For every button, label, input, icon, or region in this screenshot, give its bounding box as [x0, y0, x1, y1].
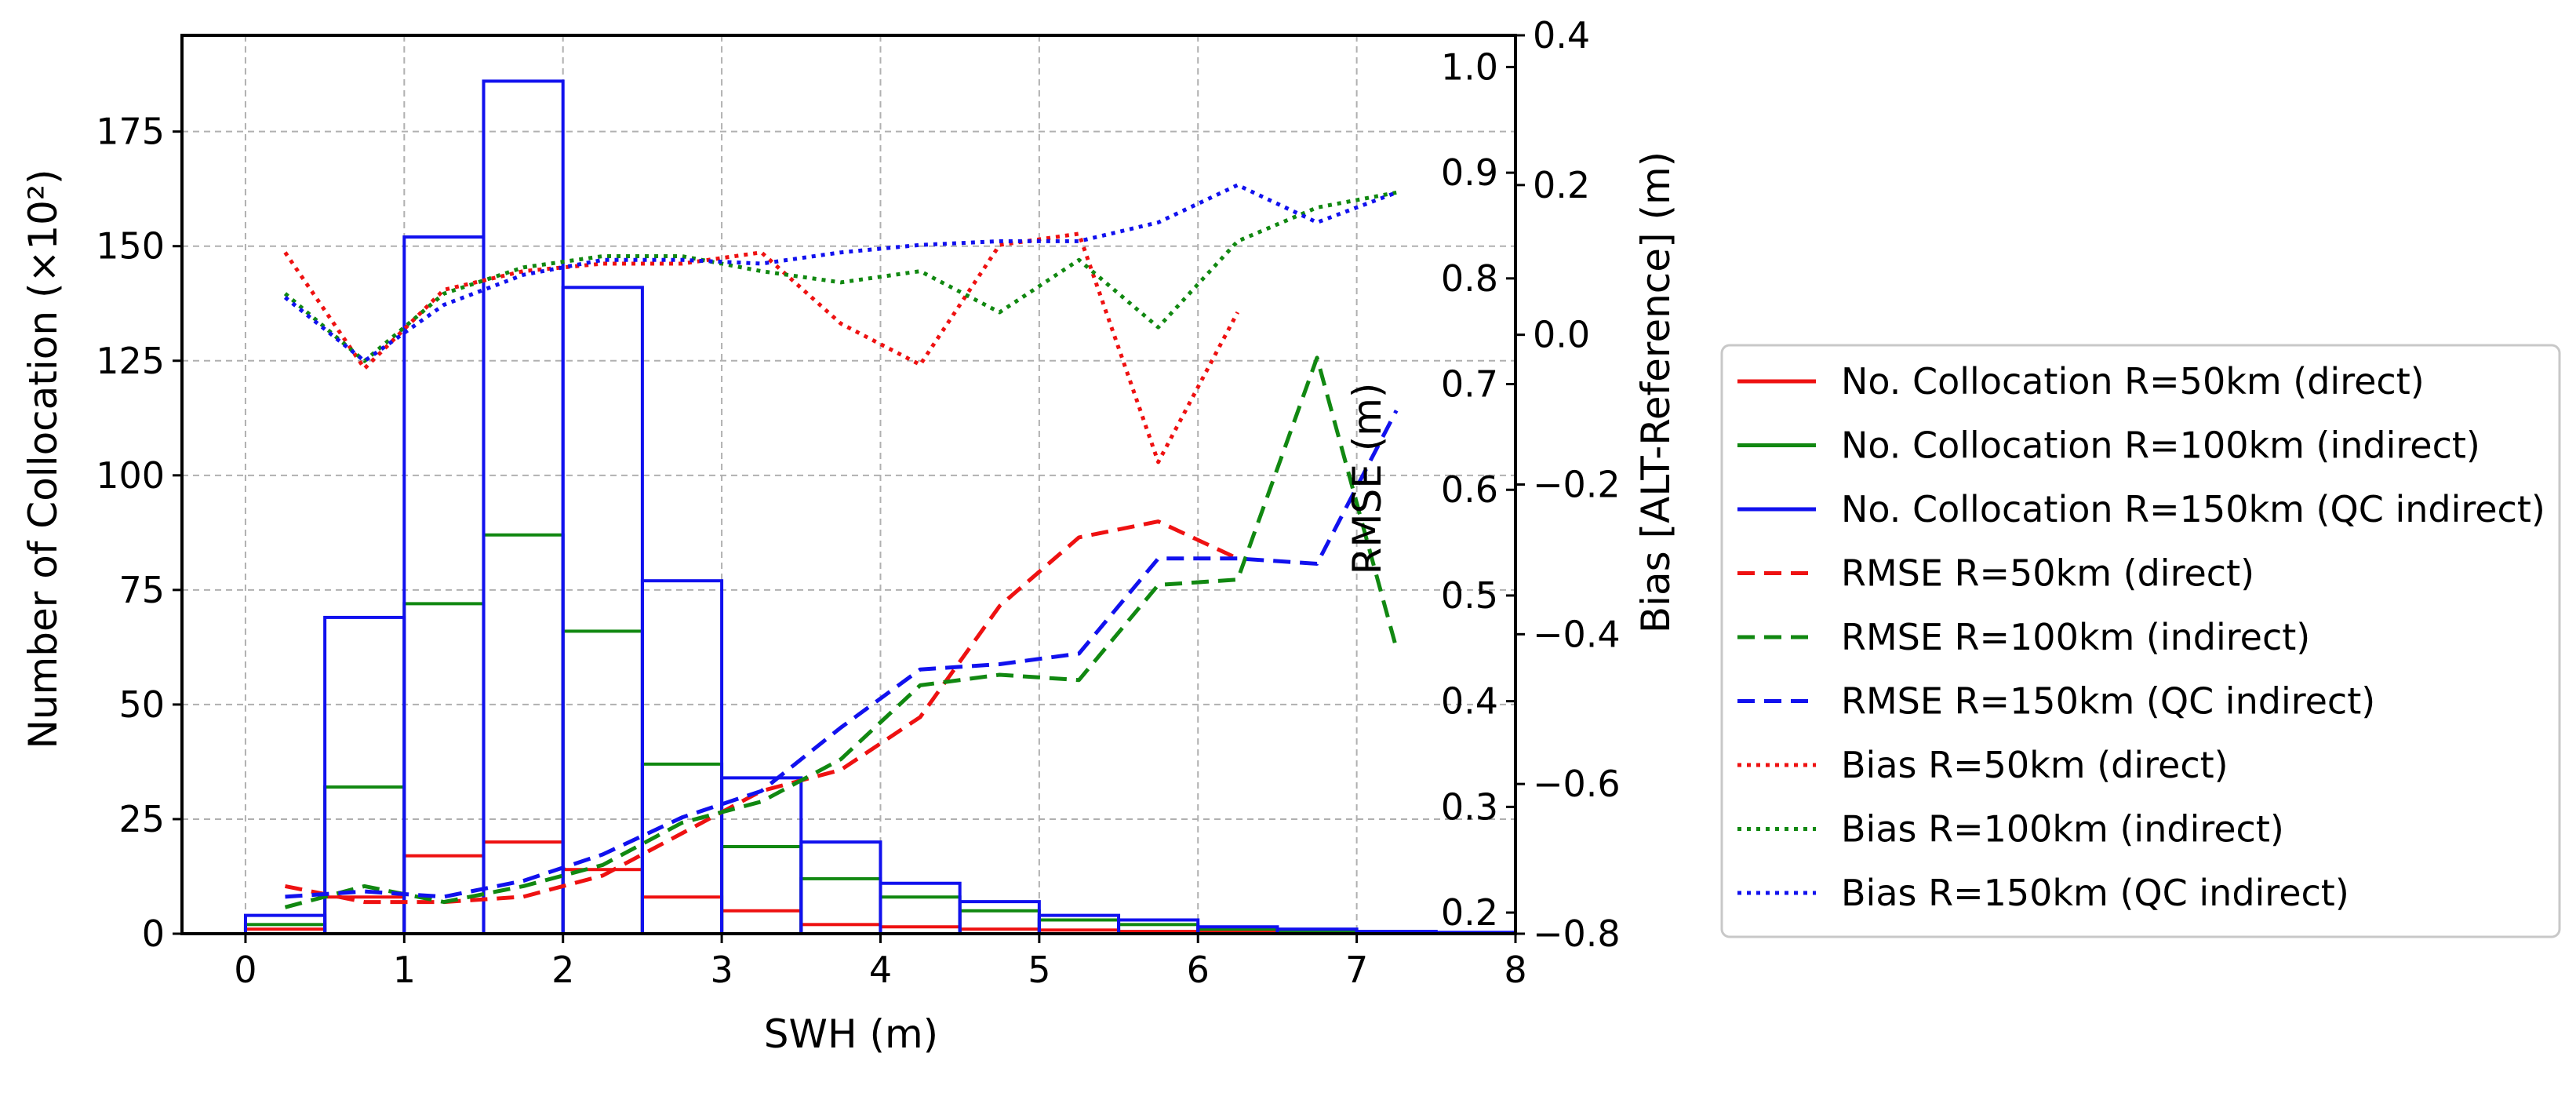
- histogram-bar: [323, 785, 406, 935]
- y-rmse-tick-label: 0.5: [1441, 574, 1498, 617]
- y-left-tick-label: 50: [118, 683, 165, 726]
- legend-label: Bias R=50km (direct): [1841, 744, 2229, 786]
- histogram-bar: [561, 868, 644, 935]
- legend-box: [1720, 344, 2561, 938]
- histogram-bar: [402, 602, 486, 935]
- histogram-bar: [482, 79, 565, 936]
- y-rmse-tick-label: 0.3: [1441, 785, 1498, 828]
- x-tick-label: 1: [393, 949, 416, 991]
- y-bias-tick-label: 0.2: [1533, 164, 1590, 206]
- x-tick-label: 4: [869, 949, 892, 991]
- y-left-tick-label: 125: [96, 340, 165, 382]
- bias-line: [283, 183, 1398, 363]
- y-left-tick-label: 0: [142, 913, 165, 955]
- x-tick-label: 0: [234, 949, 257, 991]
- y-axis-bias-label: Bias [ALT-Reference] (m): [1633, 151, 1679, 633]
- x-tick-label: 5: [1028, 949, 1050, 991]
- histogram-bar: [1037, 918, 1121, 935]
- rmse-line: [285, 519, 1239, 905]
- rmse-line: [284, 355, 1399, 909]
- y-left-tick-label: 150: [96, 225, 165, 268]
- y-bias-tick-label: −0.4: [1533, 613, 1621, 655]
- plot-frame: [180, 34, 1517, 935]
- y-rmse-tick-label: 0.4: [1441, 680, 1498, 723]
- y-left-tick-label: 75: [118, 569, 165, 611]
- grid-layer: [182, 35, 1516, 935]
- y-bias-tick-label: 0.4: [1533, 14, 1590, 56]
- legend-label: Bias R=100km (indirect): [1841, 808, 2284, 851]
- legend-label: No. Collocation R=100km (indirect): [1841, 424, 2480, 467]
- x-tick-label: 7: [1345, 949, 1368, 991]
- x-axis-label: SWH (m): [764, 1011, 938, 1057]
- x-tick-label: 3: [710, 949, 733, 991]
- histogram-bar: [720, 909, 803, 935]
- axes-layer: 0 1 2 3 4 5 6 7 8 0 25 50 75 100 125 150 175 0.2 0.3 0.4 0.5…: [96, 14, 1621, 991]
- histogram-bar: [561, 629, 644, 935]
- legend-label: RMSE R=100km (indirect): [1841, 616, 2310, 658]
- histogram-bar: [402, 235, 486, 935]
- histogram-bar: [640, 579, 724, 936]
- y-bias-tick-label: −0.6: [1533, 763, 1621, 805]
- histogram-bar: [799, 840, 882, 935]
- legend-label: Bias R=150km (QC indirect): [1841, 872, 2349, 914]
- legend: No. Collocation R=50km (direct) No. Collo…: [1720, 344, 2561, 938]
- x-tick-label: 8: [1504, 949, 1526, 991]
- y-bias-tick-label: −0.2: [1533, 464, 1621, 506]
- y-axis-left-label: Number of Collocation (×10²): [20, 169, 66, 749]
- histogram-bar: [720, 845, 803, 936]
- y-rmse-tick-label: 0.8: [1441, 257, 1498, 300]
- histogram-bar: [640, 895, 724, 935]
- line-layer: [283, 183, 1399, 909]
- y-left-tick-label: 25: [118, 798, 165, 840]
- legend-label: RMSE R=50km (direct): [1841, 552, 2254, 595]
- histogram-bar: [482, 533, 565, 935]
- y-left-tick-label: 100: [96, 454, 165, 497]
- legend-label: RMSE R=150km (QC indirect): [1841, 680, 2375, 723]
- y-rmse-tick-label: 0.6: [1441, 468, 1498, 511]
- histogram-bar: [561, 286, 644, 935]
- rmse-line: [285, 410, 1399, 899]
- y-bias-tick-label: −0.8: [1533, 913, 1621, 955]
- y-rmse-tick-label: 0.7: [1441, 363, 1498, 406]
- y-rmse-tick-label: 0.9: [1441, 151, 1498, 194]
- x-tick-label: 2: [551, 949, 574, 991]
- legend-label: No. Collocation R=150km (QC indirect): [1841, 488, 2545, 530]
- bias-line: [283, 190, 1397, 363]
- y-bias-tick-label: 0.0: [1533, 314, 1590, 356]
- y-left-tick-label: 175: [96, 111, 165, 153]
- y-rmse-tick-label: 1.0: [1441, 46, 1498, 88]
- bias-line: [283, 231, 1240, 465]
- legend-label: No. Collocation R=50km (direct): [1841, 360, 2425, 403]
- x-tick-label: 6: [1187, 949, 1210, 991]
- y-axis-rmse-label: RMSE (m): [1344, 383, 1390, 575]
- y-rmse-tick-label: 0.2: [1441, 891, 1498, 934]
